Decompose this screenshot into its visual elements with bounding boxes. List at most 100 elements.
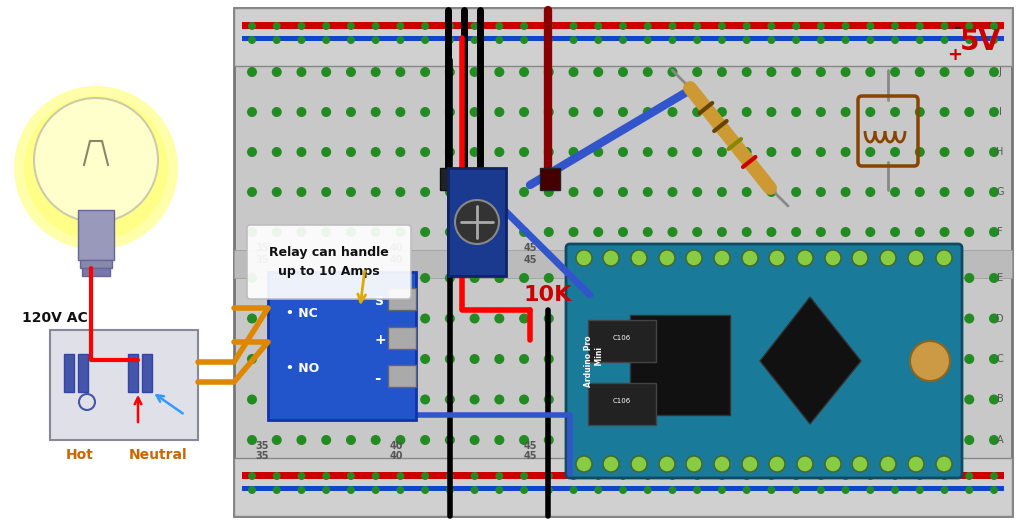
Circle shape	[668, 394, 678, 404]
Text: J: J	[998, 67, 1001, 77]
Circle shape	[470, 354, 479, 364]
Circle shape	[643, 354, 652, 364]
Circle shape	[470, 313, 479, 323]
Circle shape	[668, 187, 678, 197]
Circle shape	[297, 354, 306, 364]
Text: 5V: 5V	[959, 28, 1000, 56]
Circle shape	[891, 22, 899, 30]
Circle shape	[659, 250, 675, 266]
Circle shape	[866, 36, 874, 44]
Circle shape	[825, 250, 841, 266]
Circle shape	[544, 394, 554, 404]
Circle shape	[816, 67, 826, 77]
Circle shape	[692, 313, 702, 323]
Circle shape	[792, 394, 801, 404]
Circle shape	[470, 187, 479, 197]
Circle shape	[865, 187, 876, 197]
Circle shape	[816, 187, 826, 197]
Circle shape	[766, 354, 776, 364]
Circle shape	[852, 250, 868, 266]
Bar	[82, 268, 110, 276]
Circle shape	[742, 36, 751, 44]
Circle shape	[717, 273, 727, 283]
Circle shape	[842, 36, 850, 44]
Text: 35: 35	[255, 451, 268, 461]
Circle shape	[965, 354, 974, 364]
Circle shape	[915, 486, 924, 494]
Circle shape	[817, 472, 825, 480]
Circle shape	[936, 250, 952, 266]
Circle shape	[346, 273, 356, 283]
Circle shape	[323, 22, 330, 30]
Circle shape	[792, 313, 801, 323]
Circle shape	[371, 394, 381, 404]
Circle shape	[346, 147, 356, 157]
Text: +: +	[375, 333, 386, 347]
Text: • NC: • NC	[286, 307, 317, 320]
Circle shape	[396, 22, 404, 30]
Circle shape	[618, 187, 628, 197]
Circle shape	[346, 435, 356, 445]
Circle shape	[395, 107, 406, 117]
Circle shape	[593, 67, 603, 77]
Bar	[234, 458, 1012, 516]
Circle shape	[718, 22, 726, 30]
Circle shape	[990, 472, 998, 480]
Text: B: B	[996, 394, 1004, 404]
Circle shape	[395, 354, 406, 364]
Circle shape	[568, 354, 579, 364]
Circle shape	[421, 36, 429, 44]
Text: 50: 50	[657, 255, 671, 265]
Circle shape	[766, 313, 776, 323]
Circle shape	[841, 313, 851, 323]
Circle shape	[890, 107, 900, 117]
Circle shape	[371, 147, 381, 157]
Circle shape	[569, 472, 578, 480]
Circle shape	[519, 394, 529, 404]
Circle shape	[852, 456, 868, 472]
Circle shape	[420, 67, 430, 77]
Circle shape	[420, 354, 430, 364]
Circle shape	[741, 187, 752, 197]
Circle shape	[593, 354, 603, 364]
Circle shape	[989, 354, 999, 364]
Circle shape	[519, 313, 529, 323]
Circle shape	[247, 67, 257, 77]
Circle shape	[792, 107, 801, 117]
Circle shape	[455, 200, 499, 244]
Circle shape	[841, 273, 851, 283]
Circle shape	[569, 486, 578, 494]
Circle shape	[618, 435, 628, 445]
Circle shape	[766, 394, 776, 404]
Circle shape	[940, 67, 949, 77]
Circle shape	[767, 22, 775, 30]
Circle shape	[717, 313, 727, 323]
Circle shape	[322, 187, 331, 197]
Circle shape	[989, 435, 999, 445]
Circle shape	[568, 187, 579, 197]
Circle shape	[372, 36, 380, 44]
Circle shape	[618, 354, 628, 364]
Circle shape	[297, 273, 306, 283]
Text: +: +	[947, 46, 963, 64]
Circle shape	[395, 187, 406, 197]
Circle shape	[247, 313, 257, 323]
Circle shape	[271, 107, 282, 117]
Circle shape	[297, 227, 306, 237]
Circle shape	[643, 67, 652, 77]
Circle shape	[420, 313, 430, 323]
Circle shape	[271, 67, 282, 77]
Circle shape	[668, 354, 678, 364]
Text: A: A	[996, 435, 1004, 445]
Circle shape	[371, 227, 381, 237]
Circle shape	[520, 22, 528, 30]
Circle shape	[470, 273, 479, 283]
Text: I: I	[998, 107, 1001, 117]
Circle shape	[470, 147, 479, 157]
Circle shape	[395, 435, 406, 445]
Circle shape	[519, 107, 529, 117]
Circle shape	[519, 187, 529, 197]
Circle shape	[643, 435, 652, 445]
Circle shape	[816, 147, 826, 157]
Circle shape	[718, 486, 726, 494]
